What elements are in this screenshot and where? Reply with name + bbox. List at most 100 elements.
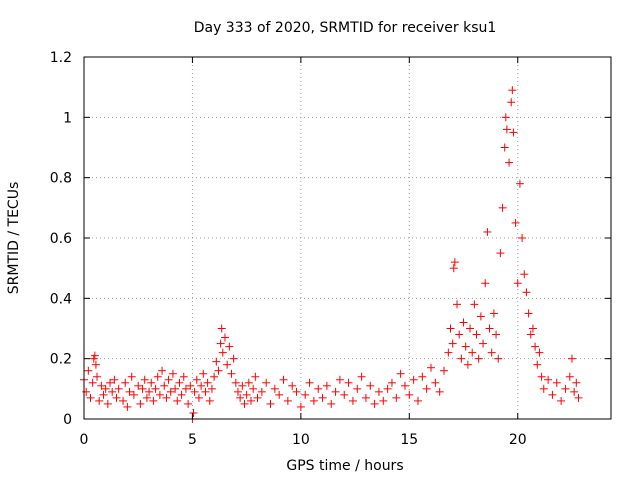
data-point xyxy=(357,372,366,381)
grid xyxy=(84,57,611,419)
data-point xyxy=(353,384,362,393)
data-point xyxy=(535,348,544,357)
data-point xyxy=(207,384,216,393)
data-point xyxy=(322,381,331,390)
data-point xyxy=(138,384,147,393)
data-point xyxy=(86,393,95,402)
data-point xyxy=(318,393,327,402)
data-point xyxy=(91,360,100,369)
data-point xyxy=(544,375,553,384)
data-point xyxy=(283,396,292,405)
data-point xyxy=(446,324,455,333)
data-point xyxy=(262,378,271,387)
data-point xyxy=(494,354,503,363)
data-point xyxy=(453,300,462,309)
data-point xyxy=(567,354,576,363)
data-point xyxy=(220,333,229,342)
data-point xyxy=(528,324,537,333)
data-point xyxy=(498,203,507,212)
y-tick-label: 0.6 xyxy=(50,231,72,247)
data-point xyxy=(225,342,234,351)
data-point xyxy=(533,360,542,369)
data-point xyxy=(205,396,214,405)
data-point xyxy=(242,390,251,399)
x-tick-label: 20 xyxy=(509,432,527,448)
data-point xyxy=(483,227,492,236)
data-point xyxy=(101,384,110,393)
data-point xyxy=(266,399,275,408)
data-point xyxy=(184,399,193,408)
data-point xyxy=(374,387,383,396)
data-point xyxy=(164,375,173,384)
data-point xyxy=(186,381,195,390)
data-point xyxy=(444,348,453,357)
x-tick-label: 15 xyxy=(400,432,418,448)
data-point xyxy=(155,390,164,399)
data-point xyxy=(422,384,431,393)
y-tick-label: 0.8 xyxy=(50,171,72,187)
data-point xyxy=(134,381,143,390)
data-point xyxy=(93,372,102,381)
data-point xyxy=(236,393,245,402)
data-point xyxy=(522,288,531,297)
data-point xyxy=(301,390,310,399)
data-point xyxy=(216,339,225,348)
data-point xyxy=(492,330,501,339)
data-point xyxy=(466,324,475,333)
x-tick-label: 10 xyxy=(292,432,310,448)
y-tick-label: 1.2 xyxy=(50,50,72,66)
data-point xyxy=(175,378,184,387)
data-point xyxy=(474,354,483,363)
data-point xyxy=(244,378,253,387)
data-point xyxy=(570,387,579,396)
data-point xyxy=(387,378,396,387)
data-point xyxy=(489,309,498,318)
data-point xyxy=(392,393,401,402)
x-axis-label: GPS time / hours xyxy=(286,458,403,474)
data-point xyxy=(292,387,301,396)
data-point xyxy=(194,393,203,402)
data-point xyxy=(487,348,496,357)
data-point xyxy=(249,384,258,393)
data-point xyxy=(501,113,510,122)
data-point xyxy=(149,396,158,405)
data-point xyxy=(537,372,546,381)
data-point xyxy=(110,375,119,384)
data-point xyxy=(572,378,581,387)
data-point xyxy=(548,390,557,399)
data-point xyxy=(472,330,481,339)
data-point xyxy=(129,390,138,399)
data-point xyxy=(147,378,156,387)
data-point xyxy=(227,369,236,378)
data-point xyxy=(557,396,566,405)
data-point xyxy=(431,378,440,387)
data-point xyxy=(90,351,99,360)
data-point xyxy=(257,387,266,396)
data-point xyxy=(449,264,458,273)
data-point xyxy=(400,381,409,390)
data-point xyxy=(160,381,169,390)
data-point xyxy=(190,387,199,396)
data-points xyxy=(80,86,583,423)
data-point xyxy=(181,384,190,393)
data-point xyxy=(500,143,509,152)
data-point xyxy=(296,402,305,411)
data-point xyxy=(481,279,490,288)
data-point xyxy=(82,387,91,396)
data-point xyxy=(379,396,388,405)
data-point xyxy=(125,387,134,396)
data-point xyxy=(218,348,227,357)
data-point xyxy=(151,384,160,393)
data-point xyxy=(457,354,466,363)
x-tick-label: 5 xyxy=(188,432,197,448)
data-point xyxy=(396,369,405,378)
data-point xyxy=(383,384,392,393)
data-point xyxy=(405,390,414,399)
data-point xyxy=(177,390,186,399)
data-point xyxy=(485,324,494,333)
data-point xyxy=(502,125,511,134)
data-point xyxy=(508,86,517,95)
data-point xyxy=(463,360,472,369)
data-point xyxy=(426,363,435,372)
